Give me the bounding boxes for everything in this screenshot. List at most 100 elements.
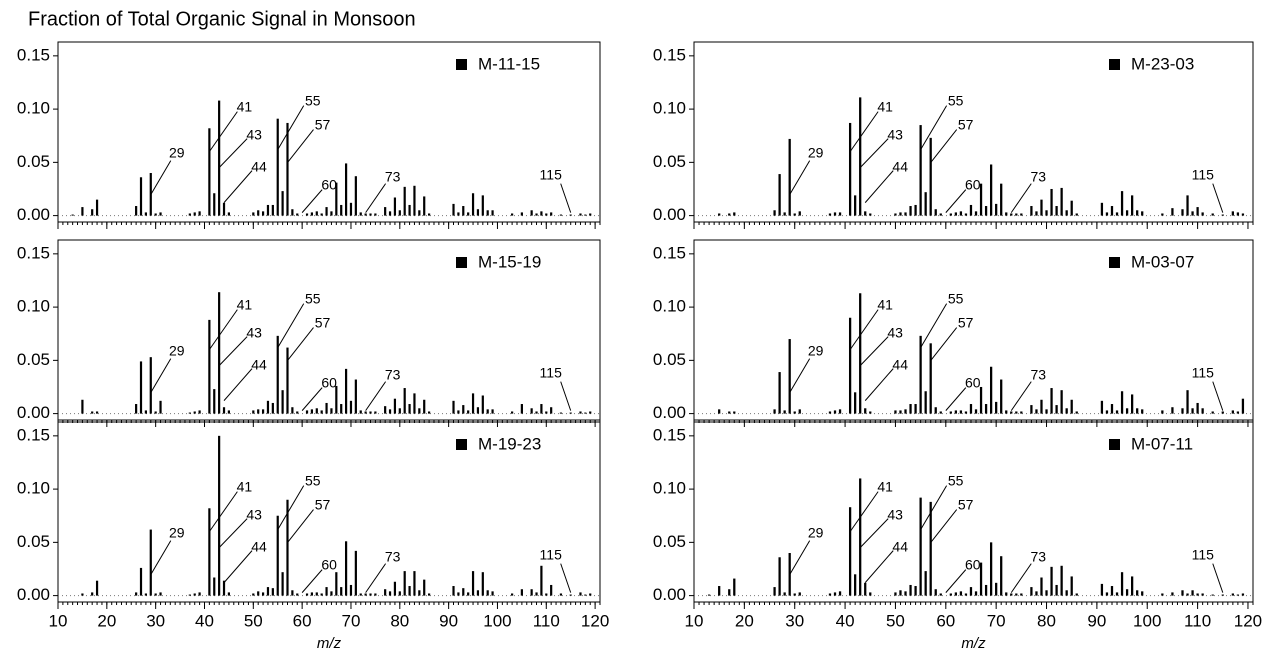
bar — [271, 588, 274, 596]
annotation-leader — [864, 368, 894, 401]
bar — [91, 411, 94, 414]
bar — [261, 211, 265, 216]
plot-frame — [57, 41, 601, 223]
annotation-leader — [789, 358, 811, 393]
bar — [1201, 212, 1204, 216]
bar — [428, 593, 431, 596]
x-tick-label: 50 — [886, 611, 905, 630]
bar — [218, 292, 221, 414]
x-tick-label: 60 — [293, 611, 312, 630]
bar — [281, 572, 284, 596]
annotation-leader — [789, 540, 811, 575]
bar — [398, 591, 401, 596]
bar — [1236, 411, 1240, 414]
bar — [154, 213, 157, 216]
y-tick-label: 0.00 — [17, 205, 50, 224]
bar — [320, 213, 323, 216]
bar — [1105, 212, 1109, 216]
bar — [188, 412, 191, 414]
legend-swatch — [1109, 59, 1120, 70]
bar — [393, 398, 397, 414]
bar — [364, 213, 367, 216]
bar — [904, 409, 907, 414]
bar — [481, 195, 484, 216]
bar — [364, 411, 367, 414]
plot-frame — [57, 239, 601, 421]
bar — [1005, 212, 1008, 216]
bar — [1161, 213, 1164, 216]
y-tick-label: 0.00 — [653, 403, 686, 422]
annotation: 73 — [385, 548, 401, 564]
bar — [393, 197, 397, 216]
bar — [1065, 408, 1068, 414]
bar — [349, 400, 353, 414]
bar — [793, 213, 796, 216]
bar — [193, 411, 196, 414]
bar — [296, 411, 299, 414]
annotation: 73 — [385, 168, 401, 184]
bar — [939, 411, 942, 414]
legend-label: M-11-15 — [478, 54, 540, 73]
bar — [579, 592, 582, 596]
bar — [718, 213, 721, 216]
annotation-leader — [849, 309, 879, 350]
x-tick-label: 20 — [735, 611, 754, 630]
x-tick-label: 110 — [1184, 611, 1211, 630]
bar — [540, 211, 543, 216]
y-tick-label: 0.10 — [653, 479, 686, 498]
bar — [1231, 593, 1234, 596]
bar — [149, 529, 152, 596]
bar — [276, 118, 279, 216]
bar — [81, 593, 84, 596]
bar — [559, 593, 563, 596]
bar — [310, 212, 314, 216]
annotation-leader — [301, 569, 323, 593]
bar — [934, 407, 937, 414]
bar — [1191, 408, 1194, 414]
bar — [1196, 402, 1199, 414]
bar — [559, 214, 563, 216]
bar — [1211, 594, 1214, 596]
bar — [550, 407, 553, 414]
bar — [218, 100, 221, 216]
annotation-leader — [1010, 183, 1032, 213]
bar — [457, 410, 460, 414]
bar — [457, 592, 460, 596]
annotation: 55 — [948, 92, 964, 108]
bar — [1000, 183, 1003, 216]
bar — [340, 204, 343, 216]
annotation-leader — [864, 170, 894, 203]
bar — [457, 212, 460, 216]
bar — [135, 206, 138, 216]
bar — [838, 212, 842, 216]
annotation-leader — [365, 183, 387, 213]
x-tick-label: 110 — [533, 611, 560, 630]
bar — [964, 411, 968, 414]
bar — [149, 357, 152, 414]
bar — [344, 541, 348, 596]
bar — [403, 186, 406, 216]
bar — [535, 411, 538, 414]
annotation: 41 — [877, 478, 893, 494]
bar — [520, 404, 523, 414]
annotation: 57 — [958, 116, 974, 132]
bar — [1055, 405, 1058, 414]
bar — [1236, 594, 1240, 596]
bar — [261, 409, 265, 414]
x-tick-label: 40 — [195, 611, 214, 630]
bar — [315, 408, 318, 414]
bar — [1120, 572, 1124, 596]
annotation-leader — [277, 303, 305, 348]
bar — [1115, 212, 1119, 216]
bar — [919, 125, 922, 216]
bar — [959, 211, 963, 216]
bar — [894, 213, 897, 216]
y-tick-label: 0.00 — [17, 403, 50, 422]
bar — [252, 593, 255, 596]
bar — [413, 571, 416, 596]
annotation-leader — [277, 485, 305, 530]
chart-title: Fraction of Total Organic Signal in Mons… — [28, 8, 416, 30]
bar — [535, 213, 538, 216]
bar — [193, 593, 196, 596]
bar — [929, 501, 932, 596]
